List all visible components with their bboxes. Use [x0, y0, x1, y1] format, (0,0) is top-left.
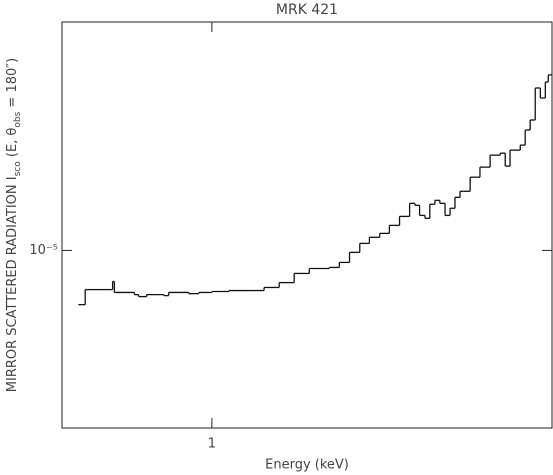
plot-frame [61, 21, 553, 429]
y-label-part: = 180″) [5, 58, 20, 112]
y-label-subscript: sco [13, 161, 23, 177]
y-axis-label: MIRROR SCATTERED RADIATION Isco (E, θobs… [5, 58, 23, 392]
y-label-part: (E, [5, 136, 20, 162]
y-label-part: θ [5, 128, 20, 136]
chart-title: MRK 421 [276, 2, 338, 18]
y-tick-label: 10⁻⁵ [29, 243, 58, 258]
x-tick-label: 1 [208, 437, 216, 452]
y-label-part: MIRROR SCATTERED RADIATION I [5, 176, 20, 392]
x-axis-label: Energy (keV) [265, 458, 349, 473]
y-label-subscript: obs [13, 111, 23, 127]
